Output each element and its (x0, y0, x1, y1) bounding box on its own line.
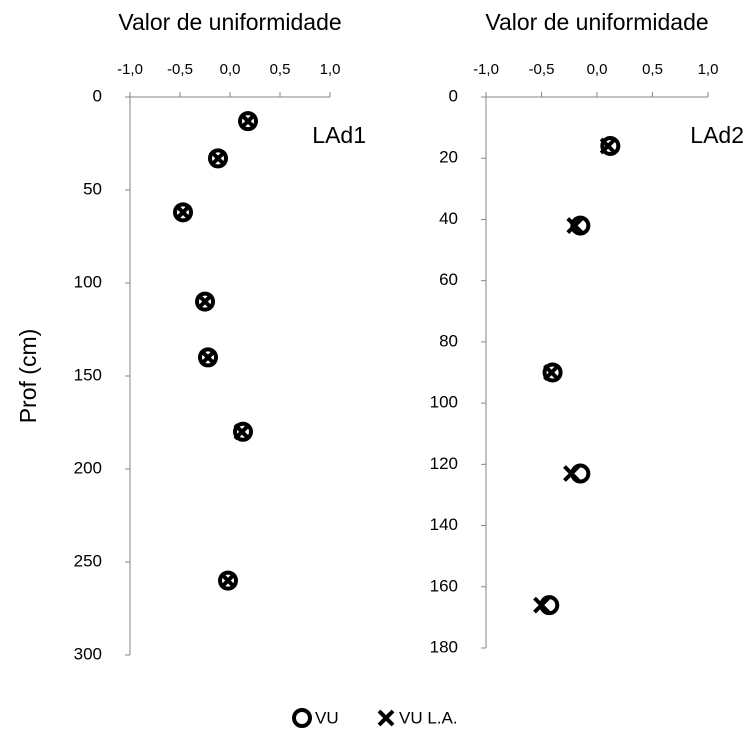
x-tick-label: -1,0 (117, 61, 143, 78)
point (233, 423, 251, 441)
point (218, 570, 238, 591)
y-tick-label: 50 (83, 179, 102, 198)
y-tick-label: 80 (439, 331, 458, 350)
y-tick-label: 140 (430, 515, 458, 534)
point (195, 291, 215, 312)
y-tick-label: 300 (74, 644, 102, 663)
y-tick-label: 180 (430, 637, 458, 656)
point (599, 137, 617, 155)
y-axis-title: Prof (cm) (15, 329, 41, 424)
x-tick-label: 0,0 (220, 61, 241, 78)
x-tick-label: 1,0 (698, 61, 719, 78)
point (566, 217, 584, 234)
x-tick-label: 0,0 (587, 61, 608, 78)
point (533, 596, 550, 614)
legend-marker (377, 709, 395, 727)
point (209, 149, 227, 167)
y-tick-label: 120 (430, 454, 458, 473)
x-axis-title: Valor de uniformidade (485, 9, 708, 35)
y-tick-label: 100 (430, 393, 458, 412)
point (238, 111, 258, 132)
x-tick-label: 1,0 (320, 61, 341, 78)
y-tick-label: 200 (74, 458, 102, 477)
legend-marker (292, 708, 312, 728)
y-tick-label: 250 (74, 551, 102, 570)
x-tick-label: -0,5 (167, 61, 193, 78)
x-tick-label: 0,5 (642, 61, 663, 78)
annotation: LAd2 (690, 122, 744, 148)
x-axis-title: Valor de uniformidade (118, 9, 341, 35)
annotation: LAd1 (312, 122, 366, 148)
point (543, 364, 560, 381)
legend-label: VU (315, 708, 339, 727)
y-tick-label: 100 (74, 272, 102, 291)
x-tick-label: 0,5 (270, 61, 291, 78)
y-tick-label: 0 (93, 86, 102, 105)
point (600, 135, 621, 156)
y-tick-label: 160 (430, 576, 458, 595)
point (219, 572, 237, 590)
point (174, 203, 192, 221)
point (198, 347, 218, 368)
y-tick-label: 20 (439, 148, 458, 167)
y-tick-label: 0 (449, 86, 458, 105)
x-tick-label: -0,5 (529, 61, 555, 78)
point (239, 112, 257, 130)
legend-label: VU L.A. (399, 708, 458, 727)
point (196, 293, 214, 311)
point (233, 421, 253, 442)
y-tick-label: 60 (439, 270, 458, 289)
y-tick-label: 40 (439, 209, 458, 228)
point (563, 465, 580, 482)
x-tick-label: -1,0 (473, 61, 499, 78)
point (199, 348, 217, 366)
point (208, 148, 228, 169)
point (173, 202, 193, 223)
y-tick-label: 150 (74, 365, 102, 384)
point (542, 362, 563, 383)
